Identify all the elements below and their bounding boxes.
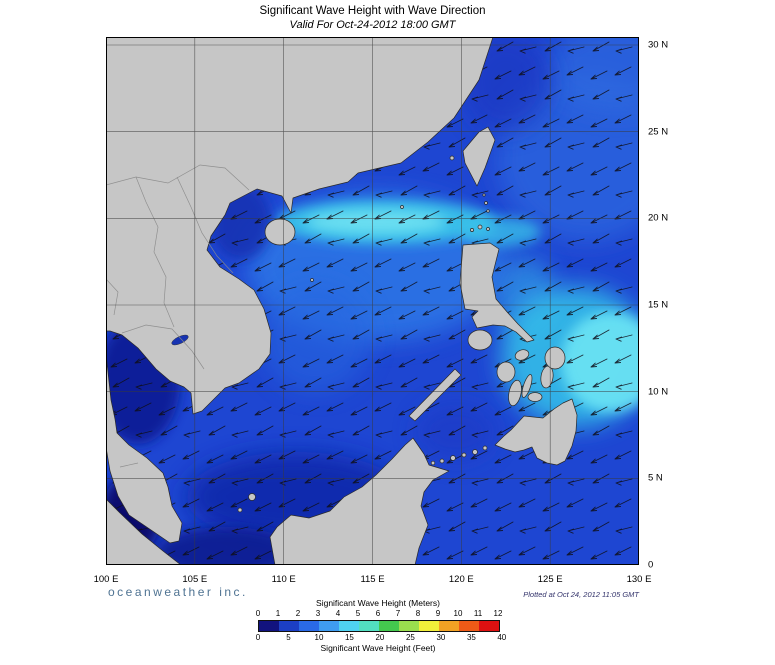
- lon-tick-105e: 105 E: [182, 574, 208, 585]
- oceanweather-logo-text: oceanweather inc.: [108, 585, 248, 599]
- lon-tick-130e: 130 E: [626, 574, 652, 585]
- legend-color-segment: [359, 621, 379, 631]
- legend-color-segment: [399, 621, 419, 631]
- land-samar: [544, 346, 566, 370]
- land-malay-peninsula: [106, 353, 183, 544]
- country-borders: [106, 164, 250, 468]
- land-borneo: [269, 437, 450, 565]
- meters-tick: 5: [355, 609, 361, 618]
- lat-tick-10n: 10 N: [648, 386, 669, 398]
- legend-color-segment: [419, 621, 439, 631]
- land-bohol: [527, 392, 543, 402]
- lat-tick-0: 0: [648, 559, 654, 571]
- feet-tick: 25: [405, 633, 415, 642]
- lon-tick-115e: 115 E: [360, 574, 385, 585]
- map-frame: [106, 37, 639, 565]
- land-panay: [496, 361, 516, 383]
- land-layer: [106, 37, 578, 565]
- feet-tick: 20: [375, 633, 385, 642]
- legend-meters-label: Significant Wave Height (Meters): [316, 598, 440, 608]
- meters-tick: 4: [335, 609, 341, 618]
- land-masbate: [514, 349, 530, 361]
- feet-tick: 30: [436, 633, 446, 642]
- legend-color-segment: [259, 621, 279, 631]
- wave-height-legend: Significant Wave Height (Meters) 0 1 2 3…: [255, 598, 506, 654]
- land-hainan: [264, 218, 296, 246]
- lake-tonle-sap: [171, 334, 189, 346]
- legend-color-segment: [299, 621, 319, 631]
- lat-tick-15n: 15 N: [648, 299, 669, 311]
- meters-tick: 8: [415, 609, 421, 618]
- feet-tick: 5: [286, 633, 291, 642]
- feet-tick: 40: [497, 633, 507, 642]
- meters-tick: 7: [395, 609, 401, 618]
- meters-tick: 9: [435, 609, 441, 618]
- page-title: Significant Wave Height with Wave Direct…: [259, 5, 486, 17]
- meters-tick: 12: [493, 609, 503, 618]
- meters-tick: 10: [453, 609, 463, 618]
- meters-tick: 11: [473, 609, 483, 618]
- land-luzon: [459, 242, 535, 343]
- valid-time-subtitle: Valid For Oct-24-2012 18:00 GMT: [289, 19, 456, 31]
- legend-feet-ticks: 0 5 10 15 20 25 30 35 40: [255, 633, 506, 643]
- land-mainland-asia: [106, 37, 494, 415]
- feet-tick: 10: [314, 633, 324, 642]
- feet-tick: 15: [344, 633, 354, 642]
- legend-color-segment: [319, 621, 339, 631]
- feet-tick: 0: [255, 633, 261, 642]
- legend-feet-label: Significant Wave Height (Feet): [320, 643, 436, 653]
- land-small-islands: [237, 155, 490, 513]
- land-sumatra: [106, 498, 182, 565]
- lat-tick-20n: 20 N: [648, 212, 669, 224]
- legend-color-segment: [479, 621, 499, 631]
- land-mindoro: [467, 329, 493, 351]
- feet-tick: 35: [466, 633, 476, 642]
- lat-tick-25n: 25 N: [648, 126, 669, 138]
- lon-tick-120e: 120 E: [448, 574, 474, 585]
- legend-color-segment: [279, 621, 299, 631]
- legend-color-segment: [459, 621, 479, 631]
- plotted-timestamp: Plotted at Oct 24, 2012 11:05 GMT: [523, 590, 639, 599]
- legend-meters-ticks: 0 1 2 3 4 5 6 7 8 9 10 11 12: [255, 609, 503, 619]
- lon-tick-125e: 125 E: [537, 574, 563, 585]
- lat-tick-5n: 5 N: [648, 472, 663, 484]
- meters-tick: 3: [315, 609, 321, 618]
- lon-tick-110e: 110 E: [271, 574, 296, 585]
- meters-tick: 1: [275, 609, 281, 618]
- meters-tick: 0: [255, 609, 261, 618]
- legend-color-bar: [258, 620, 500, 632]
- legend-color-segment: [339, 621, 359, 631]
- meters-tick: 6: [375, 609, 381, 618]
- land-taiwan: [462, 126, 496, 187]
- legend-color-segment: [379, 621, 399, 631]
- land-mindanao: [494, 398, 578, 466]
- lat-tick-30n: 30 N: [648, 39, 669, 51]
- graticule-grid: [106, 37, 639, 565]
- map-panel: 100 E 105 E 110 E 115 E 120 E 125 E 130 …: [94, 37, 668, 585]
- legend-color-segment: [439, 621, 459, 631]
- map-canvas: [106, 37, 639, 565]
- meters-tick: 2: [295, 609, 301, 618]
- lon-tick-100e: 100 E: [93, 574, 119, 585]
